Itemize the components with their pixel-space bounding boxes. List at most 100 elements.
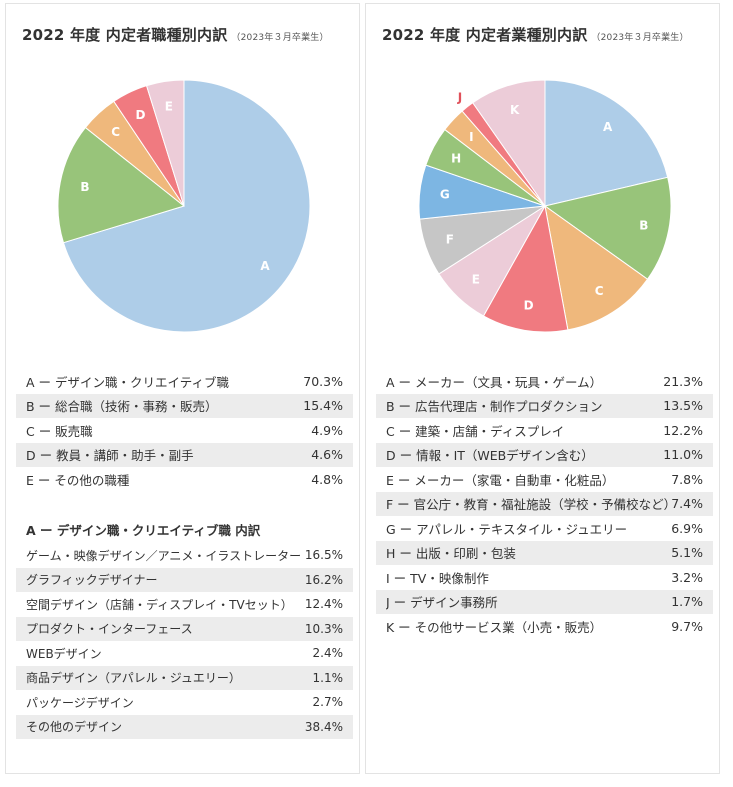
industry-legend-row-value: 7.8% [671,471,703,487]
industry-legend-row: K ー その他サービス業（小売・販売） 9.7% [376,614,713,639]
design-breakdown-row: その他のデザイン 38.4% [16,714,353,739]
industry-legend-row-value: 3.2% [671,569,703,585]
design-breakdown-row: プロダクト・インターフェース 10.3% [16,616,353,641]
design-breakdown-row-label: ゲーム・映像デザイン／アニメ・イラストレーター [26,548,302,563]
pie-label-a: A [603,120,613,134]
design-breakdown-row-value: 1.1% [312,670,344,685]
occupation-chart-title: 2022 年度 内定者職種別内訳 （2023年３月卒業生） [22,26,329,44]
occupation-chart-subtitle: （2023年３月卒業生） [231,33,329,43]
industry-legend-row-value: 9.7% [671,618,703,634]
industry-legend-row: B ー 広告代理店・制作プロダクション 13.5% [376,393,713,418]
industry-legend-row-value: 7.4% [671,496,703,512]
industry-legend-row-label: G ー アパレル・テキスタイル・ジュエリー [386,521,628,537]
occupation-legend-row-label: C ー 販売職 [26,423,93,439]
occupation-legend-row: C ー 販売職 4.9% [16,418,353,443]
pie-slice-a [544,79,669,207]
industry-legend-row-label: C ー 建築・店舗・ディスプレイ [386,423,565,439]
design-breakdown-row-label: パッケージデザイン [26,695,134,710]
occupation-legend-row-value: 4.9% [311,422,343,438]
industry-legend-row: C ー 建築・店舗・ディスプレイ 12.2% [376,418,713,443]
design-breakdown-row-label: 空間デザイン（店舗・ディスプレイ・TVセット） [26,597,293,612]
design-breakdown-row: グラフィックデザイナー 16.2% [16,567,353,592]
industry-legend-row-label: B ー 広告代理店・制作プロダクション [386,399,603,415]
design-breakdown-row-value: 16.2% [304,572,343,587]
industry-legend-row: J ー デザイン事務所 1.7% [376,589,713,614]
occupation-panel: 2022 年度 内定者職種別内訳 （2023年３月卒業生） A B C D E A ー デ… [5,3,360,774]
design-breakdown-row: パッケージデザイン 2.7% [16,690,353,715]
occupation-legend-row-value: 4.6% [311,447,343,463]
pie-slice-c [544,204,649,331]
design-breakdown-row-label: 商品デザイン（アパレル・ジュエリー） [26,671,241,686]
pie-label-g: G [440,188,450,202]
design-breakdown-title: A ー デザイン職・クリエイティブ職 内訳 [26,523,261,538]
design-breakdown-row-value: 16.5% [304,548,343,563]
occupation-legend-row-label: D ー 教員・講師・助手・副手 [26,448,194,464]
occupation-legend-row-value: 70.3% [303,373,343,389]
occupation-legend-table: A ー デザイン職・クリエイティブ職 70.3% B ー 総合職（技術・事務・販売）… [16,369,353,492]
occupation-legend-row: A ー デザイン職・クリエイティブ職 70.3% [16,369,353,394]
industry-legend-row-value: 5.1% [671,545,703,561]
industry-legend-row: F ー 官公庁・教育・福祉施設（学校・予備校など） 7.4% [376,491,713,516]
occupation-legend-row: E ー その他の職種 4.8% [16,467,353,492]
industry-legend-row: I ー TV・映像制作 3.2% [376,565,713,590]
pie-label-i: I [469,130,473,144]
pie-label-f: F [446,232,454,246]
occupation-legend-row-value: 15.4% [303,398,343,414]
industry-legend-row-value: 12.2% [663,422,703,438]
occupation-legend-row: B ー 総合職（技術・事務・販売） 15.4% [16,393,353,418]
industry-legend-row: D ー 情報・IT（WEBデザイン含む） 11.0% [376,442,713,467]
pie-label-a: A [260,259,270,273]
design-breakdown-row-label: その他のデザイン [26,720,123,735]
industry-legend-row-label: I ー TV・映像制作 [386,570,489,586]
design-breakdown-row: 空間デザイン（店舗・ディスプレイ・TVセット） 12.4% [16,592,353,617]
industry-chart-title: 2022 年度 内定者業種別内訳 （2023年３月卒業生） [382,26,689,44]
industry-legend-row-label: E ー メーカー（家電・自動車・化粧品） [386,472,615,488]
pie-slice-e [145,79,185,207]
design-breakdown-row: 商品デザイン（アパレル・ジュエリー） 1.1% [16,665,353,690]
pie-label-d: D [136,108,146,122]
design-breakdown-row-value: 38.4% [304,719,343,734]
industry-pie-chart: A B C D E F G HI J K [418,79,672,333]
design-breakdown-row-value: 12.4% [304,597,343,612]
industry-legend-row: E ー メーカー（家電・自動車・化粧品） 7.8% [376,467,713,492]
design-breakdown-table: ゲーム・映像デザイン／アニメ・イラストレーター 16.5% グラフィックデザイナー 1… [16,543,353,739]
industry-legend-row-label: A ー メーカー（文具・玩具・ゲーム） [386,374,603,390]
industry-legend-row-label: D ー 情報・IT（WEBデザイン含む） [386,448,594,464]
pie-label-b: B [80,180,89,194]
industry-legend-row-value: 11.0% [663,447,703,463]
pie-slice-b [543,176,672,280]
design-breakdown-row-label: プロダクト・インターフェース [26,622,193,637]
occupation-legend-row: D ー 教員・講師・助手・副手 4.6% [16,442,353,467]
industry-legend-row-value: 13.5% [663,398,703,414]
pie-label-h: H [451,151,461,165]
design-breakdown-row: ゲーム・映像デザイン／アニメ・イラストレーター 16.5% [16,543,353,568]
pie-label-k: K [510,103,520,117]
pie-slice-k [472,79,546,208]
pie-slice-b [57,126,186,244]
industry-legend-row-label: K ー その他サービス業（小売・販売） [386,619,603,635]
design-breakdown-row-label: WEBデザイン [26,646,102,661]
design-breakdown-row-value: 10.3% [304,621,343,636]
design-breakdown-row-value: 2.4% [312,646,344,661]
pie-label-e: E [165,99,173,113]
occupation-pie-chart: A B C D E [57,79,311,333]
occupation-legend-row-label: A ー デザイン職・クリエイティブ職 [26,374,229,390]
pie-slice-a [62,79,311,333]
occupation-legend-row-value: 4.8% [311,471,343,487]
industry-legend-row-label: J ー デザイン事務所 [386,595,498,611]
industry-legend-row-label: F ー 官公庁・教育・福祉施設（学校・予備校など） [386,497,672,513]
industry-legend-row: H ー 出版・印刷・包装 5.1% [376,540,713,565]
industry-legend-table: A ー メーカー（文具・玩具・ゲーム） 21.3% B ー 広告代理店・制作プロダク… [376,369,713,639]
pie-label-c: C [111,125,120,139]
pie-label-d: D [524,298,534,312]
occupation-legend-row-label: E ー その他の職種 [26,472,130,488]
occupation-legend-row-label: B ー 総合職（技術・事務・販売） [26,399,218,415]
pie-slice-d [482,204,569,333]
pie-label-c: C [595,284,604,298]
industry-legend-row: A ー メーカー（文具・玩具・ゲーム） 21.3% [376,369,713,394]
pie-label-b: B [639,219,648,233]
industry-legend-row: G ー アパレル・テキスタイル・ジュエリー 6.9% [376,516,713,541]
pie-label-j: J [457,90,462,104]
industry-legend-row-label: H ー 出版・印刷・包装 [386,546,516,562]
